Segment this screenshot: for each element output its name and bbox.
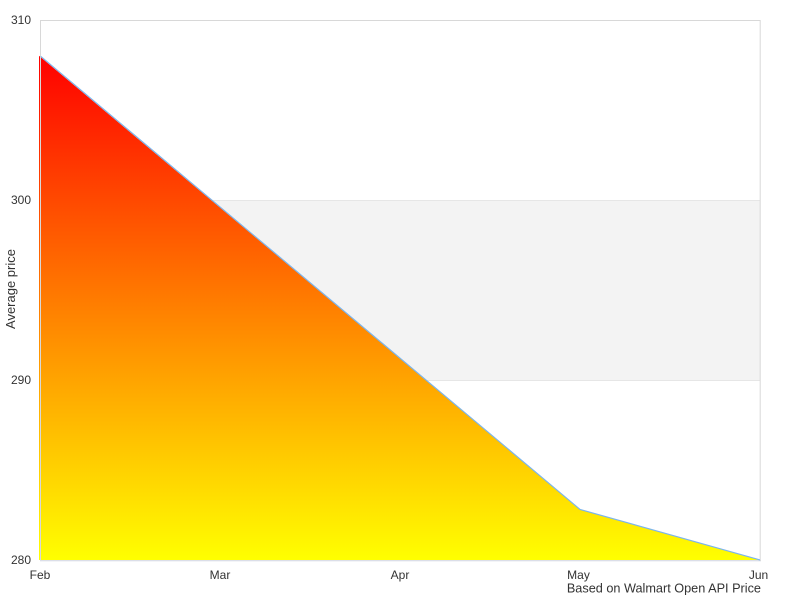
- svg-text:Mar: Mar: [210, 568, 231, 582]
- svg-text:280: 280: [11, 553, 31, 567]
- svg-text:Feb: Feb: [30, 568, 51, 582]
- svg-text:300: 300: [11, 193, 31, 207]
- svg-text:Average price: Average price: [3, 249, 18, 329]
- svg-text:Apr: Apr: [391, 568, 410, 582]
- svg-text:May: May: [567, 568, 590, 582]
- svg-text:290: 290: [11, 373, 31, 387]
- svg-text:Based on Walmart Open API Pric: Based on Walmart Open API Price: [567, 581, 761, 595]
- svg-text:310: 310: [11, 13, 31, 27]
- svg-text:Jun: Jun: [749, 568, 768, 582]
